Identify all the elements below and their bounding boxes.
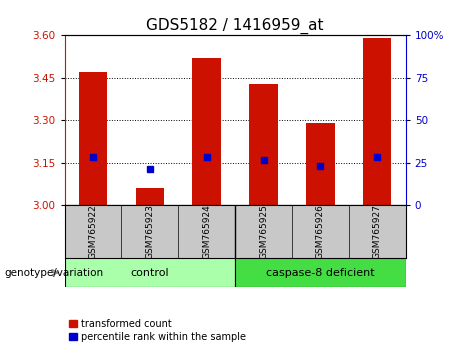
Text: GSM765923: GSM765923 [145, 204, 154, 259]
Bar [79, 72, 107, 205]
Bar [193, 58, 221, 205]
Text: genotype/variation: genotype/variation [5, 268, 104, 278]
Text: control: control [130, 268, 169, 278]
Text: GSM765927: GSM765927 [373, 204, 382, 259]
Legend: transformed count, percentile rank within the sample: transformed count, percentile rank withi… [70, 319, 246, 342]
Bar [363, 38, 391, 205]
Bar [249, 84, 278, 205]
Text: GSM765925: GSM765925 [259, 204, 268, 259]
Bar [65, 258, 235, 287]
Title: GDS5182 / 1416959_at: GDS5182 / 1416959_at [146, 18, 324, 34]
Bar [306, 123, 335, 205]
Bar [235, 258, 406, 287]
Text: GSM765926: GSM765926 [316, 204, 325, 259]
Bar [136, 188, 164, 205]
Text: caspase-8 deficient: caspase-8 deficient [266, 268, 375, 278]
Text: GSM765922: GSM765922 [89, 205, 97, 259]
Text: GSM765924: GSM765924 [202, 205, 211, 259]
